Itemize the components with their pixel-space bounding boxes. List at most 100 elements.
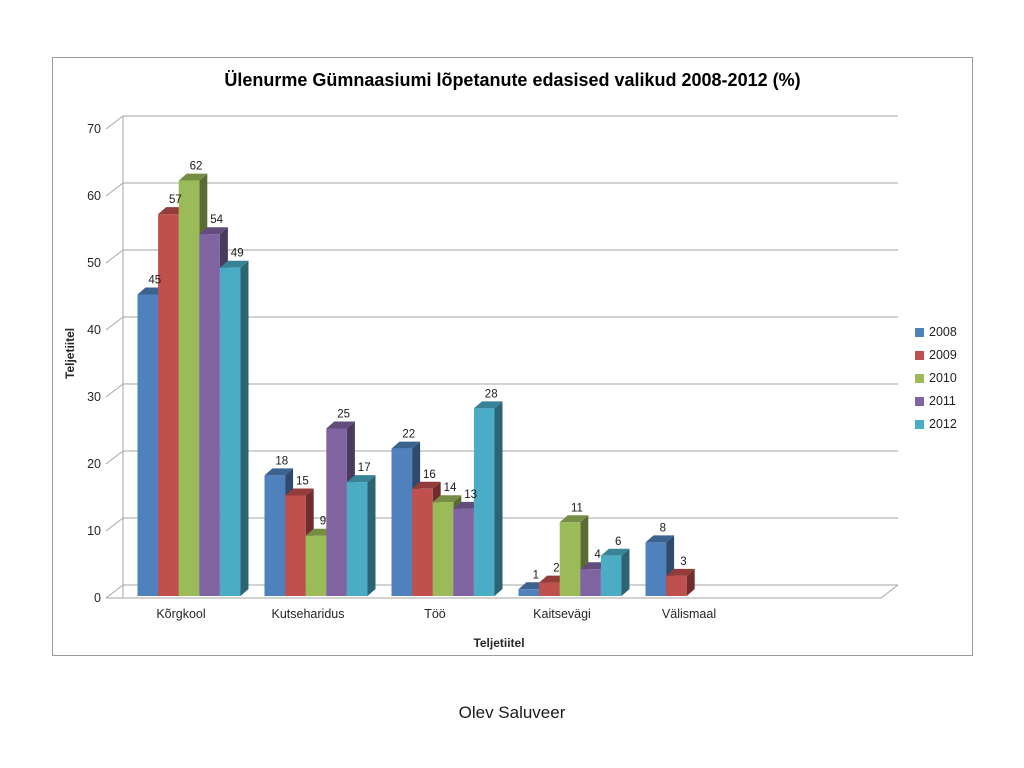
- x-category-label: Välismaal: [662, 607, 716, 621]
- data-label: 62: [190, 161, 203, 173]
- bar: [666, 575, 687, 596]
- data-label: 15: [296, 476, 309, 488]
- bar: [645, 542, 667, 596]
- legend-swatch-icon: [915, 351, 924, 360]
- legend-item: 2012: [915, 418, 957, 431]
- y-tick-label: 70: [87, 122, 101, 136]
- legend-item: 2011: [915, 395, 957, 408]
- bar: [412, 488, 433, 596]
- data-label: 13: [464, 489, 477, 501]
- y-tick-mark: [105, 115, 124, 130]
- bar-top-face: [178, 173, 208, 181]
- y-tick-label: 10: [87, 524, 101, 538]
- data-label: 9: [320, 516, 326, 528]
- legend-item: 2008: [915, 326, 957, 339]
- y-tick-label: 20: [87, 457, 101, 471]
- legend-label: 2009: [929, 348, 957, 362]
- data-label: 14: [444, 482, 457, 494]
- bar: [264, 475, 286, 596]
- y-tick-mark: [105, 316, 124, 331]
- data-label: 18: [275, 455, 288, 467]
- bar: [158, 214, 179, 596]
- legend-swatch-icon: [915, 397, 924, 406]
- data-label: 1: [533, 569, 539, 581]
- data-label: 54: [210, 214, 223, 226]
- bar: [453, 508, 474, 596]
- bar-top-face: [326, 421, 355, 429]
- bar: [137, 294, 159, 596]
- bar-side-face: [621, 548, 630, 596]
- floor-depth-edge: [880, 584, 899, 599]
- bar-top-face: [346, 475, 376, 483]
- y-tick-mark: [105, 584, 124, 599]
- data-label: 49: [231, 248, 244, 260]
- y-tick-label: 40: [87, 323, 101, 337]
- bar: [580, 569, 601, 596]
- data-label: 11: [571, 502, 583, 514]
- y-tick-mark: [105, 517, 124, 532]
- chart-area: Ülenurme Gümnaasiumi lõpetanute edasised…: [52, 57, 973, 656]
- data-label: 17: [358, 462, 371, 474]
- legend-label: 2011: [929, 394, 956, 408]
- bar: [473, 408, 495, 596]
- y-tick-label: 0: [94, 591, 101, 605]
- bar-top-face: [412, 481, 441, 489]
- y-axis-title: Teljetiitel: [63, 327, 77, 379]
- bar-side-face: [494, 401, 503, 596]
- x-category-label: Kõrgkool: [156, 607, 205, 621]
- y-tick-label: 60: [87, 189, 101, 203]
- data-label: 6: [615, 536, 621, 548]
- legend-item: 2009: [915, 349, 957, 362]
- legend-swatch-icon: [915, 420, 924, 429]
- bar-top-face: [666, 568, 695, 576]
- x-category-label: Töö: [424, 607, 446, 621]
- x-category-label: Kutseharidus: [272, 607, 345, 621]
- y-tick-mark: [105, 249, 124, 264]
- bar-top-face: [391, 441, 421, 449]
- data-label: 25: [337, 409, 350, 421]
- bar-top-face: [432, 495, 462, 503]
- bar-top-face: [559, 515, 589, 523]
- bar: [559, 522, 581, 596]
- bar: [326, 428, 347, 596]
- bar: [219, 267, 241, 596]
- x-axis-title: Teljetiitel: [473, 636, 525, 650]
- data-label: 8: [660, 522, 666, 534]
- bar-top-face: [219, 260, 249, 268]
- legend-label: 2012: [929, 417, 957, 431]
- bar-side-face: [240, 260, 249, 596]
- legend-item: 2010: [915, 372, 957, 385]
- legend-swatch-icon: [915, 328, 924, 337]
- bar: [346, 482, 368, 596]
- footer-author: Olev Saluveer: [458, 703, 566, 722]
- legend-swatch-icon: [915, 374, 924, 383]
- bar: [600, 555, 622, 596]
- bar: [178, 180, 200, 596]
- data-label: 57: [169, 194, 182, 206]
- legend-label: 2010: [929, 371, 957, 385]
- bar: [305, 535, 327, 596]
- bar-top-face: [264, 468, 294, 476]
- y-tick-label: 50: [87, 256, 101, 270]
- legend-label: 2008: [929, 325, 957, 339]
- y-tick-label: 30: [87, 390, 101, 404]
- bar-top-face: [199, 227, 228, 235]
- bar-top-face: [600, 548, 630, 556]
- data-label: 2: [553, 563, 559, 575]
- bar: [199, 234, 220, 596]
- bar: [539, 582, 560, 596]
- legend: 2008 2009 2010 2011 2012: [915, 326, 957, 441]
- bar: [518, 589, 540, 596]
- data-label: 22: [402, 429, 415, 441]
- plot-area: 0 10 20 30 40 50 60 70 Kõrgkool Kutseharidus Töö Ka…: [87, 115, 899, 621]
- data-label: 3: [680, 556, 686, 568]
- data-label: 45: [148, 275, 161, 287]
- x-category-label: Kaitsevägi: [533, 607, 591, 621]
- bar-top-face: [473, 401, 503, 409]
- y-tick-mark: [105, 450, 124, 465]
- bar-top-face: [645, 535, 675, 543]
- bar: [285, 495, 306, 596]
- chart-title: Ülenurme Gümnaasiumi lõpetanute edasised…: [224, 70, 801, 90]
- data-label: 4: [594, 549, 601, 561]
